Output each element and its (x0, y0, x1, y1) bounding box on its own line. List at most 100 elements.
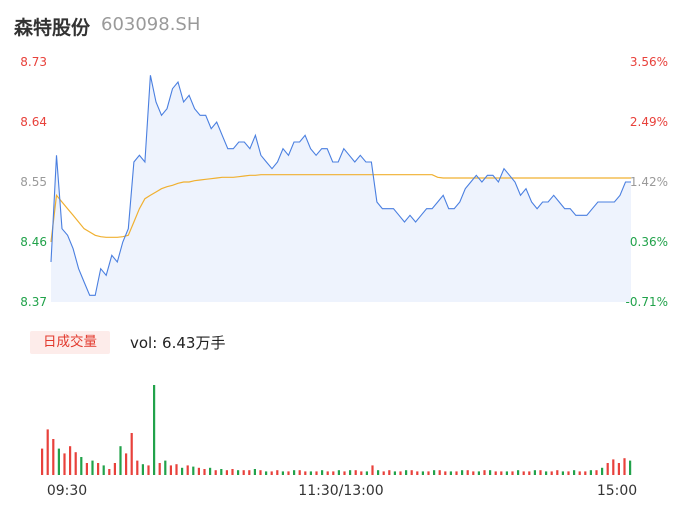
volume-bar (141, 464, 144, 475)
volume-bar (382, 471, 385, 475)
volume-bar (337, 470, 340, 475)
volume-bar (231, 469, 234, 475)
volume-bar (276, 470, 279, 475)
volume-bar (433, 470, 436, 475)
volume-bar (578, 471, 581, 475)
volume-bar (326, 471, 329, 475)
price-tick-label: 8.73 (20, 55, 47, 69)
volume-bar (97, 463, 100, 475)
volume-bar (388, 470, 391, 475)
volume-bar (130, 433, 133, 475)
volume-bar (438, 470, 441, 475)
volume-bar (349, 470, 352, 475)
time-tick-label: 11:30/13:00 (298, 483, 383, 499)
volume-bar (421, 471, 424, 475)
volume-bar (617, 463, 620, 475)
volume-bar (511, 471, 514, 475)
price-area (51, 75, 631, 302)
volume-bar (63, 453, 66, 475)
volume-tab[interactable]: 日成交量 (30, 331, 110, 354)
volume-bar (561, 471, 564, 475)
volume-bar (545, 471, 548, 475)
volume-bar (416, 471, 419, 475)
volume-bar (522, 471, 525, 475)
volume-bar (136, 460, 139, 475)
volume-bar (220, 469, 223, 475)
volume-bar (293, 470, 296, 475)
volume-bar (584, 471, 587, 475)
percent-tick-label: 3.56% (630, 55, 668, 69)
volume-bar (455, 471, 458, 475)
time-tick-label: 15:00 (597, 483, 637, 499)
volume-bar (601, 467, 604, 475)
volume-bar (343, 471, 346, 475)
volume-bar (113, 463, 116, 475)
average-price-line (50, 174, 631, 243)
volume-bar (169, 465, 172, 475)
volume-bar (556, 470, 559, 475)
volume-bar (237, 470, 240, 475)
volume-bar (472, 471, 475, 475)
volume-bar (533, 470, 536, 475)
volume-bar (360, 471, 363, 475)
price-tick-label: 8.64 (20, 115, 47, 129)
volume-bar (595, 470, 598, 475)
volume-bar (371, 465, 374, 475)
volume-bar (242, 470, 245, 475)
volume-bar (489, 470, 492, 475)
volume-bar (483, 470, 486, 475)
volume-bar (500, 471, 503, 475)
volume-bar (573, 470, 576, 475)
price-tick-label: 8.37 (20, 295, 47, 309)
volume-bar (125, 453, 128, 475)
volume-bar (539, 470, 542, 475)
volume-bar (46, 429, 49, 475)
volume-bar (612, 459, 615, 475)
volume-bar (550, 471, 553, 475)
volume-bar (74, 452, 77, 475)
percent-tick-label: -0.71% (626, 295, 668, 309)
volume-bar (41, 448, 44, 475)
volume-bar (517, 470, 520, 475)
volume-bar (203, 469, 206, 475)
volume-readout: vol: 6.43万手 (130, 334, 226, 352)
volume-bar (427, 471, 430, 475)
volume-bar (248, 470, 251, 475)
volume-bar (354, 470, 357, 475)
volume-bar (164, 460, 167, 475)
volume-bar (69, 446, 72, 475)
price-tick-label: 8.46 (20, 235, 47, 249)
volume-bar (410, 470, 413, 475)
volume-bar (477, 471, 480, 475)
volume-bar (444, 471, 447, 475)
percent-tick-label: 1.42% (630, 175, 668, 189)
volume-bar (623, 458, 626, 475)
volume-bar (214, 470, 217, 475)
volume-bar (158, 463, 161, 475)
volume-bar (102, 465, 105, 475)
volume-bar (52, 439, 55, 475)
volume-bar (192, 466, 195, 475)
volume-bar (119, 446, 122, 475)
volume-bar (108, 469, 111, 475)
volume-bar (147, 465, 150, 475)
volume-bar (270, 471, 273, 475)
volume-bar (505, 471, 508, 475)
volume-bar (287, 471, 290, 475)
volume-bar (377, 470, 380, 475)
volume-bar (606, 463, 609, 475)
volume-bar (153, 385, 156, 475)
volume-bar (321, 470, 324, 475)
volume-bar (315, 471, 318, 475)
volume-bar (91, 460, 94, 475)
volume-bar (209, 467, 212, 475)
volume-bar (449, 471, 452, 475)
volume-bar (259, 470, 262, 475)
volume-bar (332, 471, 335, 475)
volume-bar (494, 471, 497, 475)
volume-bar (629, 460, 632, 475)
volume-bar (393, 471, 396, 475)
volume-bar (399, 471, 402, 475)
volume-bar (175, 464, 178, 475)
